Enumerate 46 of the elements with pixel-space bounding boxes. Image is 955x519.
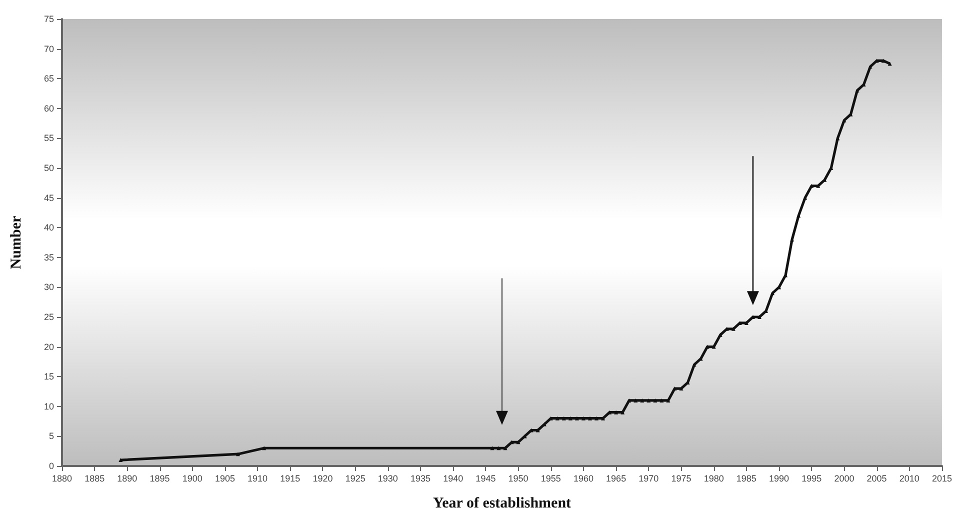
y-tick-label: 45 <box>44 192 54 203</box>
x-tick-label: 1905 <box>214 474 235 484</box>
x-tick-label: 1925 <box>345 474 366 484</box>
y-tick-label: 55 <box>44 133 54 144</box>
y-tick-label: 25 <box>44 312 54 322</box>
x-tick-label: 1955 <box>540 474 561 484</box>
y-tick-label: 15 <box>44 372 54 382</box>
y-tick-label: 50 <box>44 163 54 173</box>
x-tick-label: 1915 <box>280 474 300 484</box>
x-tick-label: 2015 <box>932 474 952 484</box>
x-tick-label: 2010 <box>899 474 920 484</box>
x-tick-label: 1995 <box>802 474 822 484</box>
x-tick-label: 1985 <box>736 474 756 484</box>
x-tick-label: 1880 <box>52 474 72 484</box>
y-tick-label: 65 <box>44 74 54 84</box>
y-tick-label: 70 <box>44 44 54 54</box>
y-tick-label: 40 <box>44 222 54 233</box>
x-tick-label: 1950 <box>508 474 528 484</box>
y-tick-label: 35 <box>44 252 54 262</box>
x-tick-label: 2005 <box>866 474 887 484</box>
x-tick-label: 1990 <box>769 474 790 484</box>
x-tick-label: 1900 <box>182 474 202 484</box>
x-tick-label: 1885 <box>84 474 105 484</box>
x-tick-label: 1910 <box>248 474 268 484</box>
x-tick-label: 1895 <box>150 474 170 484</box>
x-tick-label: 1960 <box>573 474 594 484</box>
y-tick-label: 30 <box>44 282 54 292</box>
x-axis-title: Year of establishment <box>432 496 572 512</box>
y-tick-label: 20 <box>44 342 54 352</box>
x-tick-label: 1930 <box>378 474 398 484</box>
x-tick-label: 1890 <box>117 474 138 484</box>
y-tick-label: 10 <box>44 401 54 412</box>
x-tick-label: 1975 <box>671 474 692 484</box>
x-tick-label: 1970 <box>638 474 659 484</box>
x-tick-label: 1945 <box>476 474 496 484</box>
y-axis-title: Number <box>8 215 24 270</box>
y-tick-label: 60 <box>44 103 54 114</box>
x-tick-label: 1920 <box>312 474 333 484</box>
x-tick-label: 2000 <box>834 474 854 484</box>
y-tick-label: 5 <box>48 431 54 442</box>
x-tick-label: 1940 <box>443 474 464 484</box>
y-tick-label: 75 <box>44 14 54 24</box>
x-tick-label: 1980 <box>704 474 724 484</box>
x-tick-label: 1935 <box>410 474 431 484</box>
y-tick-label: 0 <box>48 461 54 471</box>
x-tick-label: 1965 <box>606 474 626 484</box>
